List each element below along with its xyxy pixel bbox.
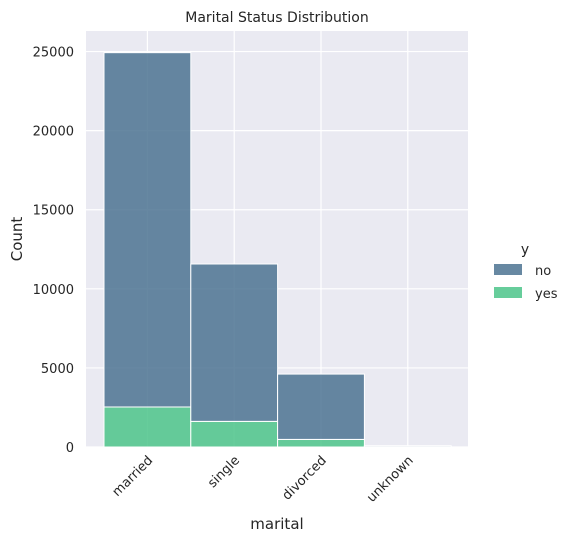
y-axis-label: Count bbox=[8, 217, 26, 262]
legend-swatch-yes bbox=[494, 287, 522, 298]
bar-unknown-no bbox=[363, 445, 452, 448]
legend-title: y bbox=[521, 242, 529, 258]
y-tick-label-25000: 25000 bbox=[33, 46, 74, 61]
legend-label-yes: yes bbox=[535, 287, 558, 302]
x-tick-label-unknown: unknown bbox=[364, 453, 416, 505]
bar-single-no bbox=[190, 263, 279, 422]
y-tick-label-20000: 20000 bbox=[33, 125, 74, 140]
bar-married-no bbox=[103, 52, 192, 408]
legend-label-no: no bbox=[535, 264, 551, 279]
y-tick-label-0: 0 bbox=[66, 441, 74, 456]
legend: y no yes bbox=[494, 242, 558, 302]
x-tick-label-single: single bbox=[205, 453, 243, 491]
x-tick-label-divorced: divorced bbox=[280, 453, 330, 503]
bar-divorced-yes bbox=[277, 438, 365, 448]
y-tick-label-10000: 10000 bbox=[33, 283, 74, 298]
bars-group bbox=[103, 52, 452, 448]
y-ticks: 0 5000 10000 15000 20000 25000 bbox=[33, 46, 74, 456]
x-tick-label-married: married bbox=[110, 453, 157, 500]
bar-married-yes bbox=[103, 406, 192, 448]
bar-single-yes bbox=[190, 420, 279, 448]
y-tick-label-5000: 5000 bbox=[41, 362, 74, 377]
y-tick-label-15000: 15000 bbox=[33, 204, 74, 219]
chart-title: Marital Status Distribution bbox=[185, 10, 368, 26]
bar-divorced-no bbox=[277, 373, 365, 440]
legend-swatch-no bbox=[494, 264, 522, 275]
x-axis-label: marital bbox=[250, 515, 303, 533]
x-ticks: married single divorced unknown bbox=[110, 453, 417, 505]
